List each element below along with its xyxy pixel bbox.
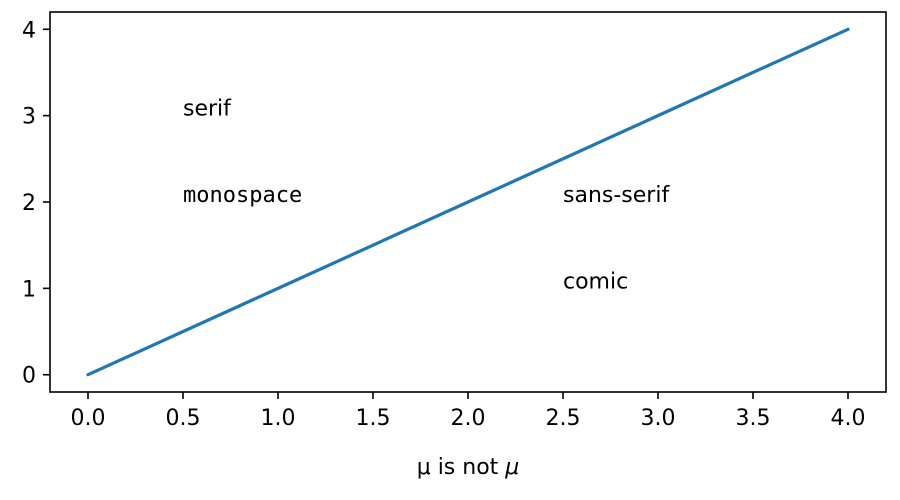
x-tick-label: 4.0 xyxy=(831,406,866,431)
annotation-layer: serif monospace sans-serif comic xyxy=(183,97,670,295)
x-axis-title-math: μ xyxy=(504,455,519,480)
x-tick-label: 2.0 xyxy=(451,406,486,431)
y-tick-label: 0 xyxy=(22,364,36,389)
x-tick-label: 0.5 xyxy=(166,406,201,431)
series-line-0 xyxy=(86,27,850,377)
y-tick-label: 3 xyxy=(22,105,36,130)
x-axis-title-text: μ is not xyxy=(417,455,506,480)
x-axis-title: μ is not μ xyxy=(417,455,520,480)
x-tick-label: 1.0 xyxy=(261,406,296,431)
annotation-monospace: monospace xyxy=(183,183,302,208)
x-tick-label: 0.0 xyxy=(71,406,106,431)
annotation-comic: comic xyxy=(563,269,628,294)
y-axis: 0 1 2 3 4 xyxy=(22,18,50,389)
annotation-serif: serif xyxy=(183,97,232,122)
x-tick-label: 3.5 xyxy=(736,406,771,431)
annotation-sans-serif: sans-serif xyxy=(563,183,670,208)
y-tick-label: 1 xyxy=(22,277,36,302)
y-tick-label: 2 xyxy=(22,191,36,216)
x-tick-label: 3.0 xyxy=(641,406,676,431)
x-tick-label: 2.5 xyxy=(546,406,581,431)
plot-layer xyxy=(86,27,850,377)
x-axis: 0.0 0.5 1.0 1.5 2.0 2.5 3.0 3.5 4.0 xyxy=(71,392,866,431)
x-tick-label: 1.5 xyxy=(356,406,391,431)
y-tick-label: 4 xyxy=(22,18,36,43)
